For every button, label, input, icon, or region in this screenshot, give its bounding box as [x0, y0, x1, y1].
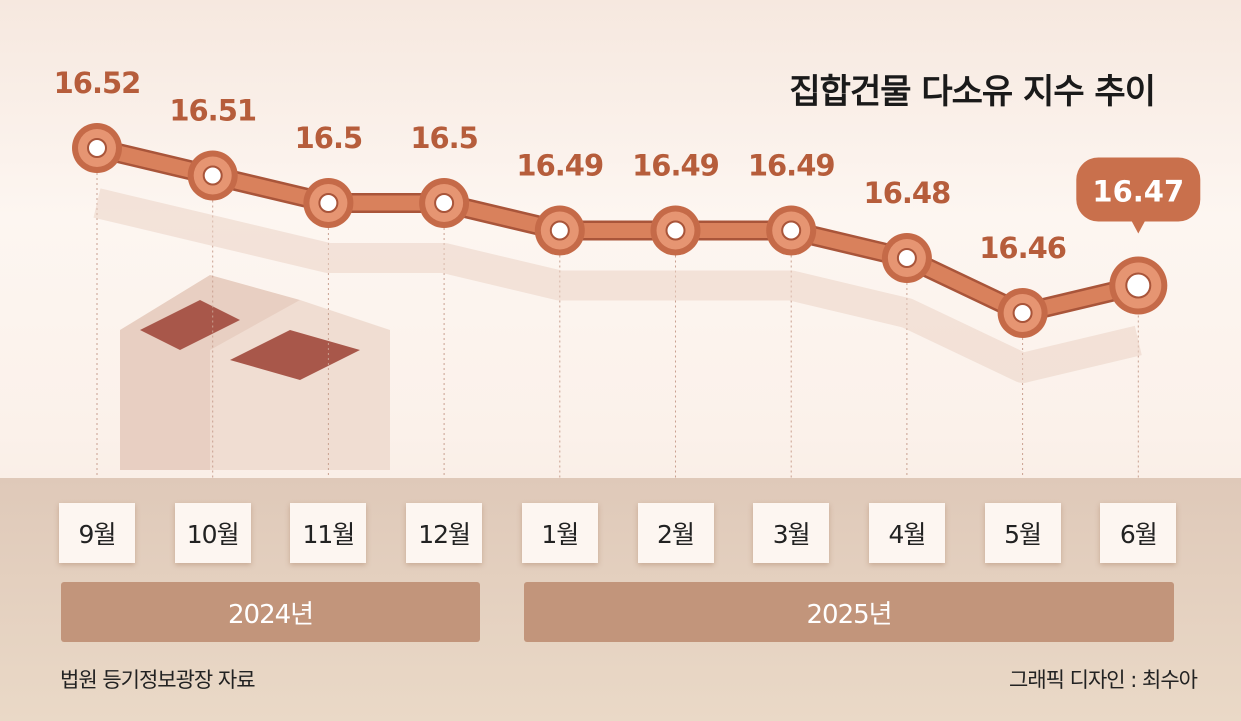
month-label: 4월 [868, 503, 945, 563]
data-label: 16.46 [979, 231, 1066, 265]
data-point-center [1125, 272, 1152, 299]
month-label: 1월 [521, 503, 598, 563]
data-label: 16.51 [169, 94, 256, 128]
data-point-center [87, 138, 107, 158]
credit-note: 그래픽 디자인 : 최수아 [1009, 668, 1198, 692]
data-label: 16.5 [410, 121, 478, 155]
source-note: 법원 등기정보광장 자료 [60, 668, 256, 692]
building-icon [210, 300, 390, 470]
bubble-pointer [1131, 220, 1146, 234]
month-label: 2월 [637, 503, 714, 563]
data-label: 16.49 [516, 149, 603, 183]
data-label: 16.48 [864, 176, 951, 210]
data-label: 16.52 [54, 66, 141, 100]
data-point-center [318, 193, 339, 213]
data-point-center [896, 248, 917, 268]
data-point-center [781, 220, 802, 241]
chart-title: 집합건물 다소유 지수 추이 [789, 72, 1156, 112]
highlight-bubble [1076, 157, 1201, 222]
month-label: 11월 [290, 503, 367, 563]
data-label: 16.5 [295, 121, 363, 155]
solar-roof-icon [140, 300, 240, 350]
data-point-center [665, 220, 686, 241]
data-point-center [202, 165, 223, 186]
data-point-center [549, 220, 570, 241]
solar-roof-icon [230, 330, 360, 380]
month-label: 6월 [1100, 503, 1177, 563]
month-label: 9월 [59, 503, 135, 563]
data-point-center [434, 193, 455, 213]
year-label: 2025년 [523, 582, 1175, 642]
data-label: 16.49 [748, 149, 835, 183]
year-label: 2024년 [61, 582, 481, 642]
series-line [95, 140, 1141, 321]
data-point-center [1012, 303, 1033, 323]
data-label: 16.49 [632, 149, 719, 183]
line-shadow [93, 188, 1142, 383]
data-label: 16.47 [1092, 175, 1184, 209]
month-label: 3월 [753, 503, 830, 563]
month-label: 12월 [406, 503, 483, 563]
month-label: 10월 [174, 503, 251, 563]
month-label: 5월 [984, 503, 1061, 563]
